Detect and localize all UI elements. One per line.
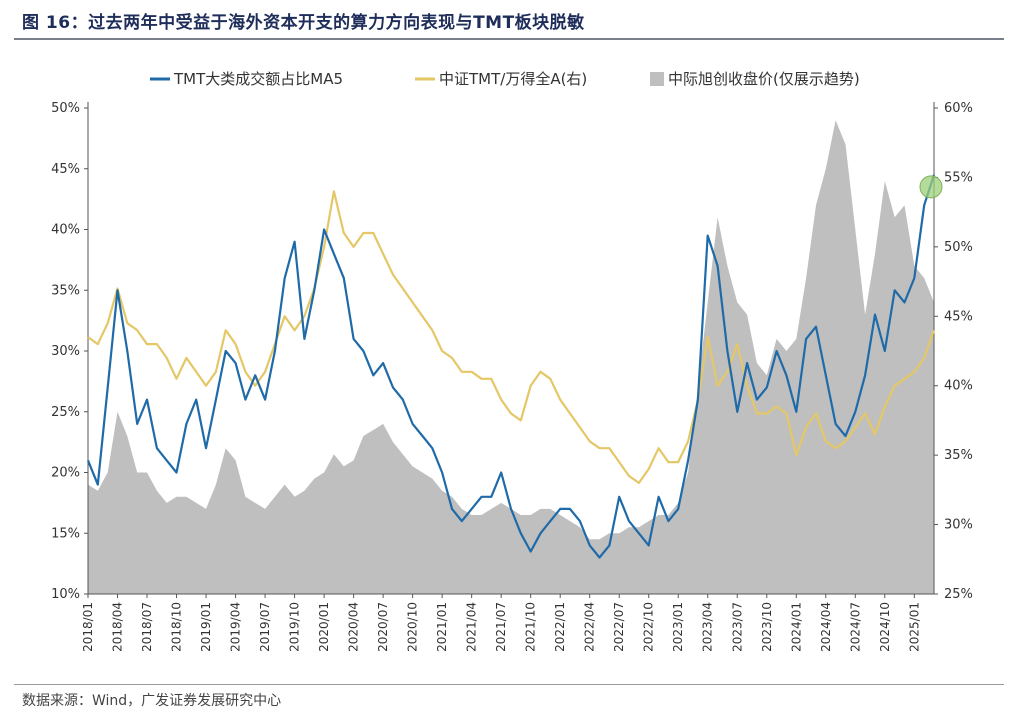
source-rule xyxy=(14,684,1004,685)
line-series-tmt-ratio xyxy=(87,190,936,484)
x-tick-label: 2022/04 xyxy=(583,602,597,652)
y-right-tick-label: 50% xyxy=(944,240,973,255)
x-tick-label: 2019/01 xyxy=(199,602,213,652)
y-right-tick-label: 45% xyxy=(944,309,973,324)
x-tick-label: 2024/01 xyxy=(789,602,803,652)
axes-layer xyxy=(84,102,938,598)
legend-label: 中证TMT/万得全A(右) xyxy=(439,70,587,88)
y-left-tick-label: 30% xyxy=(51,344,80,359)
x-tick-label: 2023/01 xyxy=(671,602,685,652)
x-tick-label: 2024/07 xyxy=(848,602,862,652)
y-right-tick-label: 35% xyxy=(944,448,973,463)
x-tick-label: 2023/10 xyxy=(760,602,774,652)
y-right-tick-label: 25% xyxy=(944,587,973,602)
chart: TMT大类成交额占比MA5 中证TMT/万得全A(右) 中际旭创收盘价(仅展示趋势)… xyxy=(51,70,973,652)
x-tick-label: 2018/10 xyxy=(170,602,184,652)
x-tick-label: 2019/04 xyxy=(229,602,243,652)
x-tick-label: 2021/10 xyxy=(524,602,538,652)
x-tick-label: 2025/01 xyxy=(907,602,921,652)
x-tick-label: 2019/10 xyxy=(288,602,302,652)
area-layer xyxy=(88,120,934,594)
y-right-tick-label: 60% xyxy=(944,101,973,116)
x-tick-label: 2021/04 xyxy=(465,602,479,652)
y-right-tick-label: 30% xyxy=(944,518,973,533)
x-tick-label: 2018/07 xyxy=(140,602,154,652)
legend-label: TMT大类成交额占比MA5 xyxy=(173,70,343,88)
x-tick-label: 2021/01 xyxy=(435,602,449,652)
y-left-tick-label: 35% xyxy=(51,283,80,298)
tick-labels: 10% 15% 20% 25% 30% 35% 40% 45% 50% 25% 30% 35% 40% 4… xyxy=(51,101,973,652)
x-tick-label: 2022/10 xyxy=(642,602,656,652)
y-left-tick-label: 50% xyxy=(51,101,80,116)
lines-layer xyxy=(86,174,943,559)
title-rule xyxy=(14,38,1004,40)
x-tick-label: 2024/10 xyxy=(878,602,892,652)
figure-title: 图 16：过去两年中受益于海外资本开支的算力方向表现与TMT板块脱敏 xyxy=(22,13,585,33)
highlight-marker xyxy=(919,175,943,199)
x-tick-label: 2022/07 xyxy=(612,602,626,652)
legend-swatch xyxy=(650,72,664,86)
x-tick-label: 2020/10 xyxy=(406,602,420,652)
y-left-tick-label: 20% xyxy=(51,466,80,481)
x-tick-label: 2020/07 xyxy=(376,602,390,652)
x-tick-label: 2018/04 xyxy=(111,602,125,652)
y-right-tick-label: 55% xyxy=(944,170,973,185)
x-tick-label: 2021/07 xyxy=(494,602,508,652)
x-tick-label: 2023/04 xyxy=(701,602,715,652)
x-tick-label: 2024/04 xyxy=(819,602,833,652)
x-tick-label: 2019/07 xyxy=(258,602,272,652)
x-tick-label: 2023/07 xyxy=(730,602,744,652)
y-left-tick-label: 10% xyxy=(51,587,80,602)
y-left-tick-label: 15% xyxy=(51,526,80,541)
legend-label: 中际旭创收盘价(仅展示趋势) xyxy=(668,70,860,88)
x-tick-label: 2020/04 xyxy=(347,602,361,652)
y-left-tick-label: 40% xyxy=(51,223,80,238)
y-left-tick-label: 25% xyxy=(51,405,80,420)
legend: TMT大类成交额占比MA5 中证TMT/万得全A(右) 中际旭创收盘价(仅展示趋势) xyxy=(150,70,860,88)
area-series-closing-price xyxy=(88,120,934,594)
x-tick-label: 2020/01 xyxy=(317,602,331,652)
y-right-tick-label: 40% xyxy=(944,379,973,394)
source-note: 数据来源：Wind，广发证券发展研究中心 xyxy=(22,693,282,709)
x-tick-label: 2018/01 xyxy=(81,602,95,652)
x-tick-label: 2022/01 xyxy=(553,602,567,652)
line-series-tmt-share xyxy=(86,174,936,559)
y-left-tick-label: 45% xyxy=(51,162,80,177)
